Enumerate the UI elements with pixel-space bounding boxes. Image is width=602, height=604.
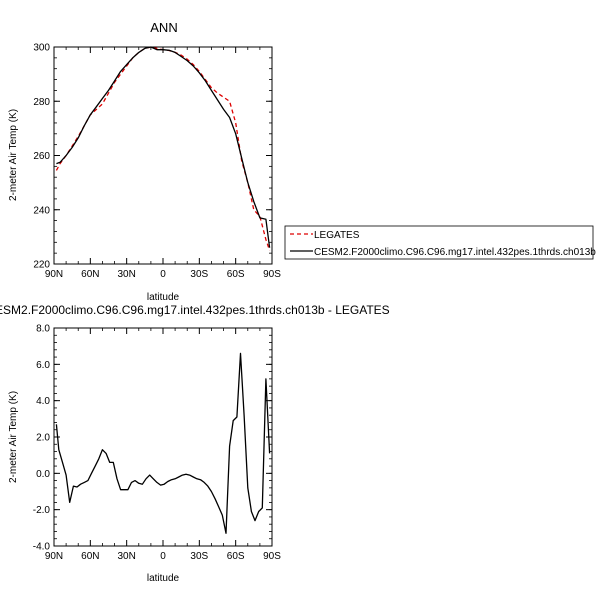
series-line-0	[55, 352, 271, 534]
y-tick-label: -4.0	[33, 542, 51, 553]
x-tick-label: 90N	[45, 551, 63, 562]
plot-title: ANN	[150, 20, 177, 35]
y-axis-label: 2-meter Air Temp (K)	[8, 391, 19, 483]
legend-label-legates: LEGATES	[314, 230, 360, 241]
y-tick-label: 240	[33, 205, 50, 216]
x-tick-label: 90S	[263, 551, 281, 562]
x-tick-label: 30S	[190, 269, 208, 280]
y-tick-label: 220	[33, 260, 50, 271]
temperature-plot: ANN 2-meter Air Temp (K) latitude 90N 60N…	[8, 20, 281, 303]
difference-plot: CESM2.F2000climo.C96.C96.mg17.intel.432p…	[0, 303, 390, 584]
plot-frame	[53, 327, 273, 547]
axis-ticks: 90N 60N 30N 0 30S 60S 90S -4.0 -2.0 0.0 2.0 4.0 6.0 8…	[33, 324, 281, 563]
y-tick-label: 4.0	[36, 396, 50, 407]
x-tick-label: 0	[160, 551, 166, 562]
plot-frame	[53, 46, 273, 265]
y-tick-label: 300	[33, 43, 50, 54]
y-axis-label: 2-meter Air Temp (K)	[8, 109, 19, 201]
x-tick-label: 90S	[263, 269, 281, 280]
x-tick-label: 90N	[45, 269, 63, 280]
y-tick-label: 260	[33, 151, 50, 162]
axis-ticks: 90N 60N 30N 0 30S 60S 90S 220 240 260 280 300	[33, 43, 281, 281]
x-tick-label: 60N	[81, 269, 99, 280]
y-tick-label: 0.0	[36, 469, 50, 480]
x-tick-label: 30N	[117, 269, 135, 280]
x-tick-label: 60S	[227, 269, 245, 280]
plot-title: CESM2.F2000climo.C96.C96.mg17.intel.432p…	[0, 303, 390, 317]
legend-label-cesm2: CESM2.F2000climo.C96.C96.mg17.intel.432p…	[314, 247, 596, 258]
x-axis-label: latitude	[147, 573, 180, 584]
x-axis-label: latitude	[147, 292, 180, 303]
x-tick-label: 30N	[117, 551, 135, 562]
y-tick-label: 6.0	[36, 360, 50, 371]
x-tick-label: 30S	[190, 551, 208, 562]
y-tick-label: 2.0	[36, 433, 50, 444]
y-tick-label: 8.0	[36, 324, 50, 335]
legend: LEGATES CESM2.F2000climo.C96.C96.mg17.in…	[284, 225, 596, 260]
series-lines	[55, 352, 271, 534]
legend-box	[284, 225, 594, 260]
x-tick-label: 0	[160, 269, 166, 280]
series-line-1	[56, 46, 271, 248]
x-tick-label: 60N	[81, 551, 99, 562]
series-line-0	[55, 46, 271, 251]
y-tick-label: -2.0	[33, 505, 51, 516]
x-tick-label: 60S	[227, 551, 245, 562]
series-lines	[55, 46, 271, 251]
y-tick-label: 280	[33, 97, 50, 108]
